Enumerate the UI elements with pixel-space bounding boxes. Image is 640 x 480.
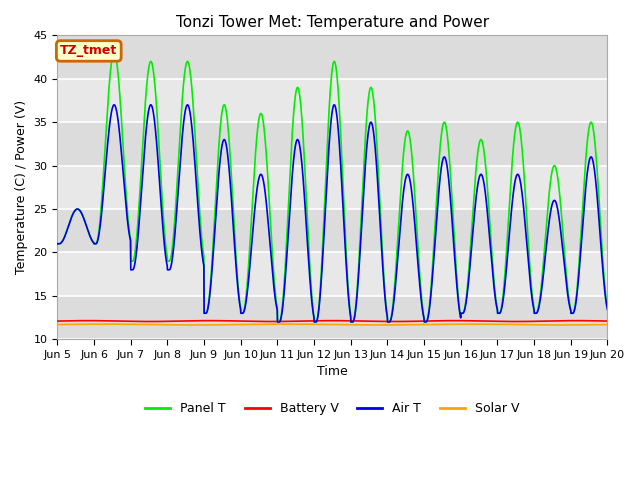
- Air T: [493, 303, 500, 309]
- X-axis label: Time: Time: [317, 365, 348, 378]
- Bar: [58, 122, 607, 166]
- Solar V: [571, 322, 579, 328]
- Solar V: [99, 321, 107, 327]
- Panel T: [361, 147, 369, 153]
- Air T: [274, 319, 282, 325]
- Bar: [58, 166, 607, 209]
- Air T: [361, 172, 369, 178]
- Line: Battery V: Battery V: [58, 321, 607, 322]
- Battery V: [349, 318, 356, 324]
- Battery V: [571, 318, 579, 324]
- Solar V: [493, 322, 500, 327]
- Air T: [556, 216, 563, 222]
- Legend: Panel T, Battery V, Air T, Solar V: Panel T, Battery V, Air T, Solar V: [140, 397, 525, 420]
- Line: Solar V: Solar V: [58, 324, 607, 325]
- Bar: [58, 252, 607, 296]
- Battery V: [84, 318, 92, 324]
- Bar: [58, 79, 607, 122]
- Battery V: [556, 318, 563, 324]
- Battery V: [54, 318, 61, 324]
- Battery V: [207, 318, 215, 324]
- Air T: [571, 307, 579, 312]
- Panel T: [207, 273, 215, 279]
- Panel T: [556, 188, 563, 193]
- Solar V: [207, 322, 215, 328]
- Panel T: [349, 319, 356, 325]
- Panel T: [493, 302, 500, 308]
- Panel T: [110, 50, 118, 56]
- Air T: [604, 307, 611, 312]
- Battery V: [145, 319, 153, 324]
- Air T: [54, 241, 61, 247]
- Title: Tonzi Tower Met: Temperature and Power: Tonzi Tower Met: Temperature and Power: [176, 15, 489, 30]
- Solar V: [54, 322, 61, 327]
- Solar V: [349, 322, 356, 328]
- Battery V: [493, 318, 500, 324]
- Battery V: [604, 318, 611, 324]
- Bar: [58, 36, 607, 79]
- Y-axis label: Temperature (C) / Power (V): Temperature (C) / Power (V): [15, 100, 28, 275]
- Panel T: [604, 306, 611, 312]
- Panel T: [54, 241, 61, 247]
- Air T: [349, 319, 356, 325]
- Bar: [58, 209, 607, 252]
- Bar: [58, 296, 607, 339]
- Panel T: [571, 306, 579, 312]
- Text: TZ_tmet: TZ_tmet: [60, 45, 117, 58]
- Line: Air T: Air T: [58, 105, 607, 322]
- Air T: [110, 102, 118, 108]
- Solar V: [555, 322, 563, 328]
- Solar V: [557, 322, 565, 328]
- Air T: [207, 279, 215, 285]
- Solar V: [604, 322, 611, 327]
- Solar V: [360, 322, 368, 328]
- Panel T: [274, 319, 282, 325]
- Line: Panel T: Panel T: [58, 53, 607, 322]
- Battery V: [361, 318, 369, 324]
